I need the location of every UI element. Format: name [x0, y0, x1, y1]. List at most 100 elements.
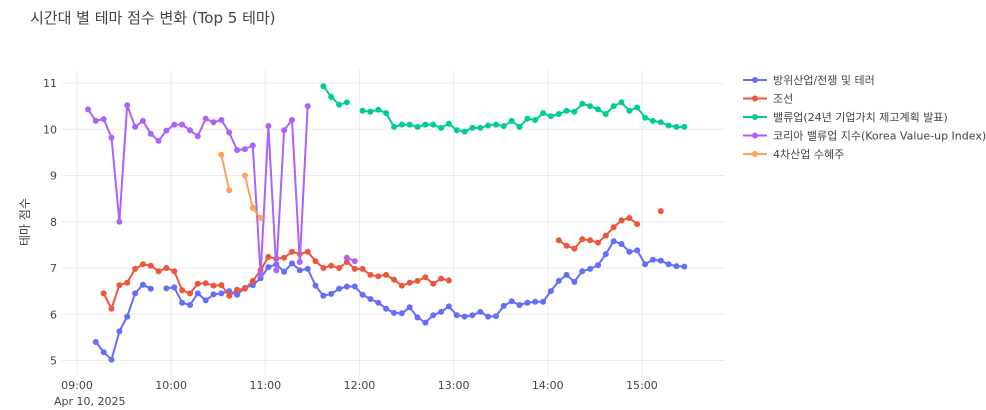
data-point[interactable] — [367, 271, 374, 278]
data-point[interactable] — [85, 106, 91, 113]
data-point[interactable] — [438, 275, 445, 282]
data-point[interactable] — [563, 107, 570, 114]
data-point[interactable] — [163, 265, 170, 271]
data-point[interactable] — [132, 123, 139, 130]
data-point[interactable] — [289, 117, 295, 123]
data-point[interactable] — [187, 302, 193, 308]
data-point[interactable] — [673, 123, 680, 130]
data-point[interactable] — [187, 290, 193, 297]
data-point[interactable] — [375, 273, 382, 280]
data-point[interactable] — [618, 241, 625, 247]
data-point[interactable] — [312, 282, 319, 289]
data-point[interactable] — [430, 121, 437, 128]
data-point[interactable] — [571, 278, 578, 285]
data-point[interactable] — [555, 237, 562, 244]
data-point[interactable] — [139, 261, 146, 268]
data-point[interactable] — [587, 103, 594, 110]
data-point[interactable] — [92, 117, 99, 124]
data-point[interactable] — [571, 245, 578, 252]
data-point[interactable] — [187, 127, 193, 134]
data-point[interactable] — [147, 262, 154, 269]
data-point[interactable] — [422, 274, 429, 281]
data-point[interactable] — [610, 238, 617, 245]
data-point[interactable] — [422, 121, 429, 128]
data-point[interactable] — [139, 117, 146, 124]
legend-item[interactable]: 방위산업/전쟁 및 테러 — [743, 74, 875, 87]
data-point[interactable] — [328, 93, 335, 100]
data-point[interactable] — [453, 127, 460, 134]
data-point[interactable] — [398, 121, 405, 128]
data-point[interactable] — [626, 107, 633, 114]
data-point[interactable] — [320, 265, 327, 271]
data-point[interactable] — [108, 356, 115, 363]
data-point[interactable] — [438, 124, 445, 131]
data-point[interactable] — [304, 248, 311, 255]
data-point[interactable] — [634, 104, 641, 111]
data-point[interactable] — [218, 282, 225, 289]
data-point[interactable] — [116, 282, 123, 289]
data-point[interactable] — [587, 237, 594, 244]
data-point[interactable] — [563, 242, 570, 249]
data-point[interactable] — [328, 262, 335, 269]
data-point[interactable] — [179, 287, 186, 294]
data-point[interactable] — [383, 110, 390, 117]
data-point[interactable] — [116, 328, 123, 335]
data-point[interactable] — [265, 253, 272, 260]
data-point[interactable] — [453, 312, 460, 319]
data-point[interactable] — [493, 313, 499, 320]
data-point[interactable] — [343, 259, 350, 265]
data-point[interactable] — [516, 302, 523, 308]
data-point[interactable] — [524, 299, 531, 306]
data-point[interactable] — [155, 137, 162, 144]
data-point[interactable] — [414, 314, 421, 321]
data-point[interactable] — [273, 267, 280, 274]
data-point[interactable] — [116, 218, 123, 225]
data-point[interactable] — [579, 100, 586, 107]
data-point[interactable] — [649, 117, 656, 124]
data-point[interactable] — [375, 299, 382, 306]
data-point[interactable] — [681, 263, 688, 270]
data-point[interactable] — [241, 172, 248, 179]
data-point[interactable] — [367, 108, 374, 115]
data-point[interactable] — [351, 283, 358, 290]
data-point[interactable] — [359, 265, 366, 272]
data-point[interactable] — [571, 108, 578, 115]
data-point[interactable] — [171, 121, 178, 128]
data-point[interactable] — [461, 313, 468, 320]
data-point[interactable] — [336, 285, 343, 292]
data-point[interactable] — [139, 281, 146, 288]
data-point[interactable] — [469, 124, 476, 131]
data-point[interactable] — [320, 292, 327, 299]
data-point[interactable] — [391, 276, 397, 283]
data-point[interactable] — [618, 99, 625, 106]
data-point[interactable] — [642, 261, 649, 268]
data-point[interactable] — [210, 291, 217, 298]
data-point[interactable] — [179, 299, 186, 306]
data-point[interactable] — [202, 280, 209, 287]
data-point[interactable] — [540, 110, 547, 117]
data-point[interactable] — [414, 277, 421, 284]
data-point[interactable] — [289, 248, 295, 255]
data-point[interactable] — [210, 119, 217, 126]
data-point[interactable] — [445, 120, 452, 127]
data-point[interactable] — [430, 312, 437, 319]
data-point[interactable] — [477, 124, 484, 131]
data-point[interactable] — [430, 280, 437, 287]
data-point[interactable] — [234, 286, 241, 293]
data-point[interactable] — [485, 122, 492, 129]
data-point[interactable] — [493, 121, 499, 128]
data-point[interactable] — [147, 130, 154, 137]
data-point[interactable] — [642, 114, 649, 121]
data-point[interactable] — [477, 308, 484, 315]
data-point[interactable] — [359, 107, 366, 114]
data-point[interactable] — [595, 262, 601, 269]
data-point[interactable] — [179, 121, 186, 128]
data-point[interactable] — [218, 151, 225, 158]
data-point[interactable] — [508, 298, 515, 305]
data-point[interactable] — [194, 280, 201, 287]
data-point[interactable] — [579, 236, 586, 243]
data-point[interactable] — [108, 305, 115, 312]
data-point[interactable] — [320, 83, 327, 90]
data-point[interactable] — [234, 291, 241, 298]
data-point[interactable] — [312, 258, 319, 265]
